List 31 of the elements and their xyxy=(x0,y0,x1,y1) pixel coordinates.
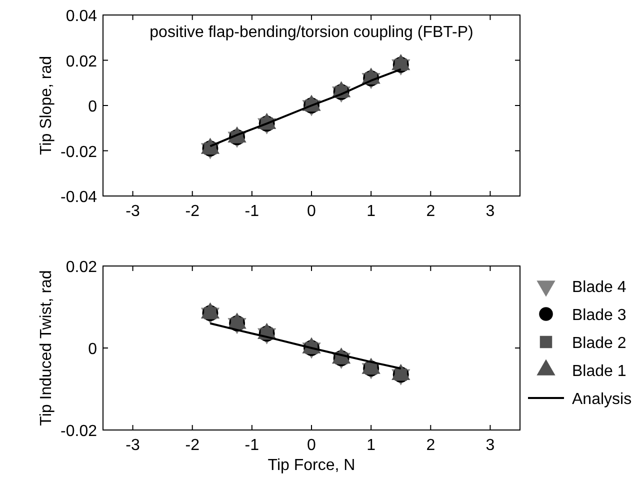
x-tick-label: 3 xyxy=(486,203,495,220)
x-tick-label: 0 xyxy=(307,437,316,454)
x-tick-label: 3 xyxy=(486,437,495,454)
legend-label: Blade 4 xyxy=(572,279,626,296)
x-axis-title: Tip Force, N xyxy=(268,457,356,474)
x-tick-label: -3 xyxy=(126,203,140,220)
y-tick-label: 0.02 xyxy=(66,53,98,70)
text: positive flap-bending/torsion coupling (FBT-P) xyxy=(150,24,474,41)
x-tick-label: -1 xyxy=(244,437,260,454)
y-tick-label: -0.02 xyxy=(60,144,98,161)
x-tick-label: 1 xyxy=(366,437,376,454)
y-tick-label: 0 xyxy=(88,98,98,116)
legend-label: Blade 1 xyxy=(572,363,626,380)
y-tick-label: 0.02 xyxy=(66,259,98,276)
legend-label: Blade 2 xyxy=(572,335,626,352)
x-tick-label: 1 xyxy=(366,203,376,220)
y-axis-title: Tip Induced Twist, rad xyxy=(38,270,55,426)
legend-label: Blade 3 xyxy=(572,307,626,324)
x-tick-label: -3 xyxy=(126,437,140,454)
y-tick-label: 0.04 xyxy=(66,8,98,25)
x-tick-label: 2 xyxy=(426,203,436,220)
x-tick-label: -2 xyxy=(185,437,200,454)
x-tick-label: 2 xyxy=(426,437,436,454)
y-tick-label: -0.02 xyxy=(60,423,98,440)
x-tick-label: 0 xyxy=(307,203,316,220)
x-tick-label: -1 xyxy=(244,203,260,220)
legend-label: Analysis xyxy=(572,391,632,408)
y-tick-label: -0.04 xyxy=(60,189,98,206)
x-tick-label: -2 xyxy=(185,203,200,220)
y-axis-title: Tip Slope, rad xyxy=(38,56,55,156)
y-tick-label: 0 xyxy=(88,341,98,358)
